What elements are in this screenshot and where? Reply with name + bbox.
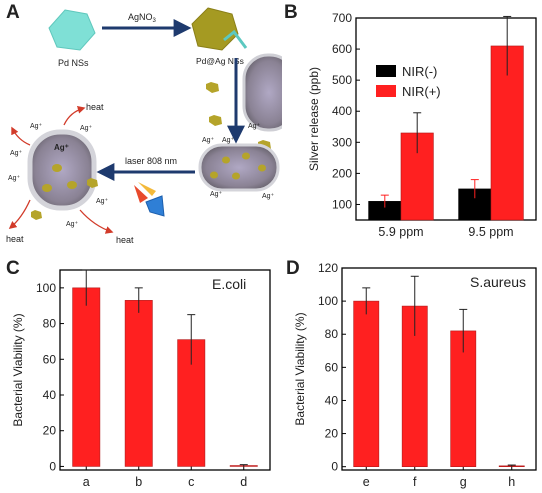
y-tick-label: 40: [43, 388, 57, 402]
ag-plus-label: Ag⁺: [248, 123, 261, 130]
particle-coated: [242, 53, 282, 132]
ag-plus-label: Ag⁺: [66, 221, 79, 228]
ag-plus-label: Ag⁺: [30, 123, 43, 130]
bar: [124, 300, 153, 467]
y-tick-label: 200: [332, 166, 352, 180]
agno3-label: AgNO3: [128, 12, 157, 24]
y-tick-label: 60: [43, 352, 57, 366]
ag-plus-label: Ag⁺: [262, 193, 275, 200]
gold-particle: [87, 178, 98, 188]
y-tick-label: 0: [49, 459, 56, 473]
x-tick-label: f: [413, 475, 417, 489]
gold-particle: [42, 184, 52, 192]
heat-label: heat: [86, 102, 104, 112]
gold-particle: [242, 152, 250, 160]
gold-particle: [210, 171, 218, 179]
gold-particle: [31, 210, 42, 220]
gold-particle: [209, 115, 222, 126]
y-axis-label: Bacterial Viability (%): [11, 313, 25, 426]
y-tick-label: 20: [43, 424, 57, 438]
x-tick-label: h: [508, 475, 515, 489]
ag-plus-label: Ag⁺: [54, 143, 69, 152]
legend-label: NIR(-): [402, 64, 437, 79]
legend-swatch: [376, 85, 396, 97]
laser-beam-icon: [138, 182, 156, 196]
bar: [401, 305, 428, 467]
y-tick-label: 120: [318, 261, 338, 275]
ag-plus-label: Ag⁺: [222, 137, 235, 144]
gold-particle: [232, 172, 240, 180]
pd-ag-nss-label: Pd@Ag NSs: [196, 56, 244, 66]
heat-label: heat: [6, 234, 24, 244]
x-tick-label: b: [135, 475, 142, 489]
gold-particle: [67, 181, 77, 189]
panel-letter-d: D: [286, 258, 300, 279]
chart-saureus-viability: 0 20 40 60 80 100 120 Bacterial Viability (%) e f…: [293, 261, 537, 489]
schematic-diagram: Pd NSs AgNO3 Pd@Ag NSs Ag⁺ Ag⁺ Ag⁺ Ag⁺ A…: [6, 7, 282, 245]
ag-plus-label: Ag⁺: [96, 198, 109, 205]
y-tick-label: 60: [325, 360, 339, 374]
pd-nss-label: Pd NSs: [58, 58, 89, 68]
y-tick-label: 700: [332, 11, 352, 25]
panel-letter-a: A: [6, 2, 20, 23]
bar: [450, 330, 477, 467]
ag-plus-label: Ag⁺: [202, 137, 215, 144]
gold-particle: [258, 164, 266, 172]
y-tick-label: 600: [332, 42, 352, 56]
y-tick-label: 80: [325, 327, 339, 341]
x-tick-label: a: [83, 475, 90, 489]
plot-frame: [59, 269, 271, 471]
x-tick-label: e: [363, 475, 370, 489]
legend-swatch: [376, 65, 396, 77]
y-tick-label: 100: [36, 281, 56, 295]
ag-plus-label: Ag⁺: [80, 125, 93, 132]
y-tick-label: 40: [325, 393, 339, 407]
heat-arrow: [79, 209, 114, 234]
laser-beam-icon: [134, 185, 148, 203]
heat-label: heat: [116, 235, 134, 245]
y-tick-label: 400: [332, 104, 352, 118]
y-axis-label: Bacterial Viability (%): [293, 312, 307, 425]
species-annotation: S.aureus: [470, 274, 526, 290]
y-tick-label: 300: [332, 135, 352, 149]
x-tick-label: g: [460, 475, 467, 489]
pd-nanosheet-hexagon: [48, 9, 96, 51]
gold-particle: [206, 82, 219, 93]
laser-label: laser 808 nm: [125, 156, 177, 166]
teal-edge-marker: [223, 29, 248, 49]
x-tick-label: d: [240, 475, 247, 489]
laser-device-icon: [145, 195, 165, 217]
species-annotation: E.coli: [212, 276, 246, 292]
y-tick-label: 500: [332, 73, 352, 87]
capsule-particle: [198, 143, 280, 192]
x-tick-label: c: [188, 475, 194, 489]
ag-plus-label: Ag⁺: [8, 175, 21, 182]
heat-arrow: [8, 199, 31, 229]
y-tick-label: 20: [325, 427, 339, 441]
chart-silver-release: 100 200 300 400 500 600 700 Silver release (ppb…: [307, 11, 537, 239]
y-tick-label: 80: [43, 317, 57, 331]
panel-letter-c: C: [6, 258, 20, 279]
heat-arrow: [11, 126, 31, 146]
ag-plus-label: Ag⁺: [210, 191, 223, 198]
panel-letter-b: B: [284, 2, 298, 23]
y-axis-label: Silver release (ppb): [307, 67, 321, 171]
x-tick-label: 5.9 ppm: [378, 225, 423, 239]
x-tick-label: 9.5 ppm: [468, 225, 513, 239]
gold-particle: [52, 164, 62, 172]
heat-arrow: [63, 105, 86, 126]
plot-frame: [355, 17, 537, 221]
y-tick-label: 0: [331, 460, 338, 474]
chart-ecoli-viability: 0 20 40 60 80 100 Bacterial Viability (%) a b c d E…: [11, 269, 271, 489]
bar: [353, 300, 380, 467]
legend-label: NIR(+): [402, 84, 441, 99]
plot-frame: [341, 267, 537, 471]
y-tick-label: 100: [332, 197, 352, 211]
y-tick-label: 100: [318, 294, 338, 308]
bar: [72, 287, 101, 467]
pd-ag-nanosheet-hexagon: [191, 7, 239, 51]
gold-particle: [222, 156, 230, 164]
ag-plus-label: Ag⁺: [10, 150, 23, 157]
